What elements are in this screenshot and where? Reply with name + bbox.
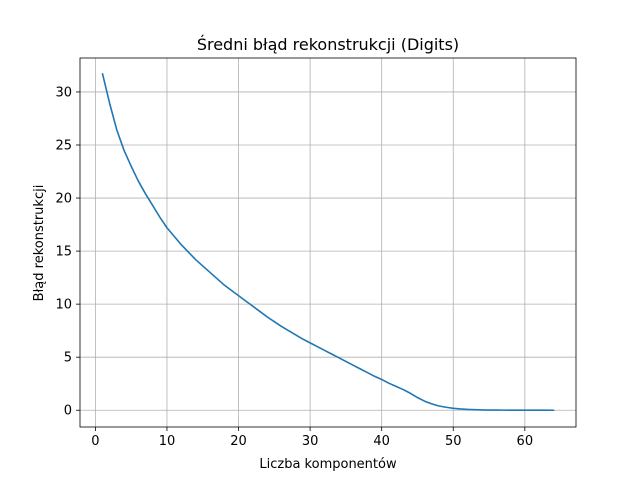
y-tick-label: 20 [55, 192, 72, 207]
y-axis-label: Błąd rekonstrukcji [32, 185, 47, 302]
x-tick-label: 60 [517, 434, 534, 449]
y-tick-label: 0 [64, 404, 72, 419]
x-tick-label: 0 [91, 434, 99, 449]
y-tick-label: 5 [64, 351, 72, 366]
y-tick-label: 10 [55, 298, 72, 313]
x-tick-label: 50 [445, 434, 462, 449]
x-tick-label: 30 [302, 434, 319, 449]
ticks: 0 10 20 30 40 50 60 0 5 10 15 20 25 30 [55, 85, 533, 449]
x-tick-label: 20 [230, 434, 247, 449]
series-line [101, 72, 555, 412]
x-tick-label: 40 [373, 434, 390, 449]
y-tick-label: 25 [55, 138, 72, 153]
grid [80, 58, 576, 427]
y-tick-label: 30 [55, 85, 72, 100]
y-tick-label: 15 [55, 245, 72, 260]
plot-frame [79, 57, 577, 428]
series-layer [101, 72, 555, 412]
x-tick-label: 10 [159, 434, 176, 449]
chart-title: Średni błąd rekonstrukcji (Digits) [197, 35, 459, 54]
x-axis-label: Liczba komponentów [259, 457, 397, 472]
